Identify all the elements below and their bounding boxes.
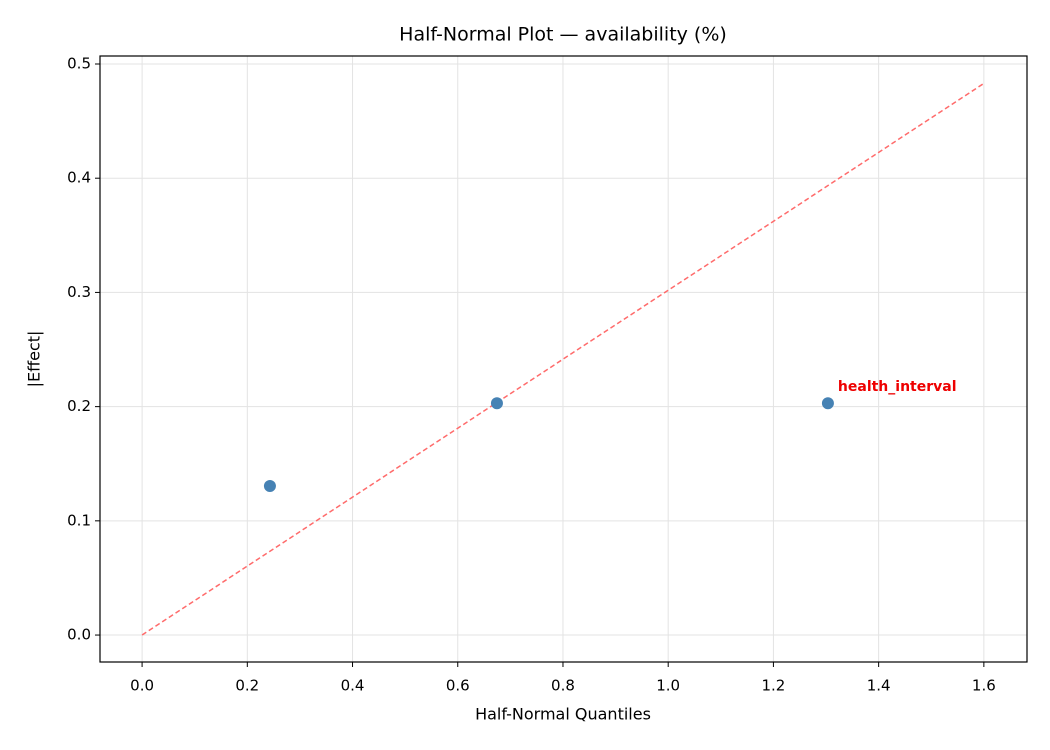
y-axis-label: |Effect| xyxy=(25,331,44,388)
x-tick-label: 1.4 xyxy=(867,677,891,695)
x-tick-label: 1.2 xyxy=(761,677,785,695)
y-tick-label: 0.3 xyxy=(67,283,91,301)
x-tick-label: 0.4 xyxy=(341,677,365,695)
point xyxy=(490,397,503,410)
x-tick-label: 0.0 xyxy=(130,677,154,695)
point xyxy=(263,480,276,493)
x-axis-label: Half-Normal Quantiles xyxy=(475,705,651,724)
y-tick-label: 0.2 xyxy=(67,397,91,415)
y-tick-label: 0.5 xyxy=(67,54,91,72)
point xyxy=(821,397,834,410)
y-tick-label: 0.1 xyxy=(67,511,91,529)
annotation: health_interval xyxy=(838,379,957,395)
y-tick-label: 0.0 xyxy=(67,626,91,644)
x-tick-label: 0.6 xyxy=(446,677,470,695)
x-tick-label: 1.0 xyxy=(656,677,680,695)
x-tick-label: 0.2 xyxy=(235,677,259,695)
chart-title: Half-Normal Plot — availability (%) xyxy=(399,24,727,46)
x-tick-label: 0.8 xyxy=(551,677,575,695)
plot-frame xyxy=(99,55,1028,663)
y-tick-label: 0.4 xyxy=(67,169,91,187)
x-tick-label: 1.6 xyxy=(972,677,996,695)
